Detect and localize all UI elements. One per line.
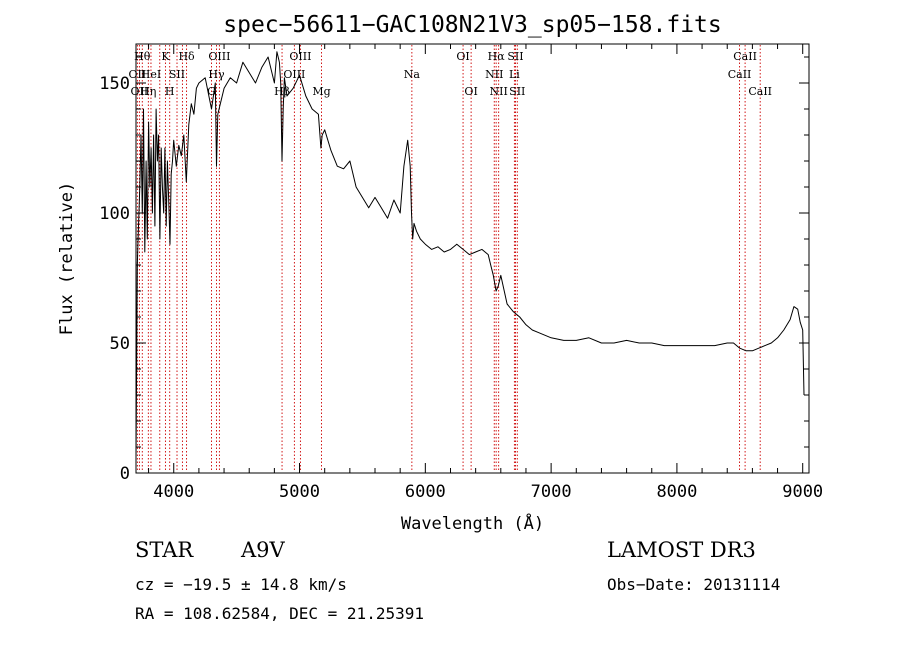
spectral-line-label: CaII: [728, 68, 752, 81]
spectral-line-label: Hθ: [134, 50, 151, 63]
spectral-subclass: A9V: [241, 538, 285, 562]
spectral-line-label: CaII: [733, 50, 757, 63]
spectral-line-label: Li: [509, 68, 520, 81]
y-axis-label: Flux (relative): [57, 182, 77, 336]
spectral-line-label: SII: [169, 68, 185, 81]
spectral-line-label: G: [207, 85, 216, 98]
x-axis-label: Wavelength (Å): [401, 512, 544, 534]
x-tick-label: 8000: [656, 482, 697, 502]
spectral-line-label: K: [161, 50, 170, 63]
x-tick-label: 9000: [782, 482, 823, 502]
spectral-line-label: OIII: [208, 50, 230, 63]
spectral-line-label: CaII: [748, 85, 772, 98]
spectral-line-label: Hη: [140, 85, 156, 98]
x-tick-label: 6000: [405, 482, 446, 502]
spectral-line-label: Hα: [488, 50, 506, 63]
object-class: STAR: [135, 538, 194, 562]
observation-date: Obs−Date: 20131114: [607, 575, 781, 594]
spectral-line-label: NII: [485, 68, 503, 81]
spectral-line-label: OII: [129, 68, 147, 81]
y-tick-label: 150: [99, 74, 130, 94]
spectral-line-label: OI: [464, 85, 477, 98]
spectral-line-label: SII: [509, 85, 525, 98]
x-tick-label: 7000: [531, 482, 572, 502]
y-tick-label: 0: [120, 464, 130, 484]
y-tick-label: 100: [99, 204, 130, 224]
spectral-line-label: Hγ: [208, 68, 225, 81]
spectral-line-label: NII: [490, 85, 508, 98]
spectral-line-label: OIII: [283, 68, 305, 81]
spectral-line-label: H: [165, 85, 175, 98]
chart-title: spec−56611−GAC108N21V3_sp05−158.fits: [223, 12, 722, 38]
x-tick-label: 4000: [153, 482, 194, 502]
spectral-line-label: Hβ: [274, 85, 290, 98]
coordinates: RA = 108.62584, DEC = 21.25391: [135, 604, 424, 623]
spectral-line-label: Na: [404, 68, 421, 81]
spectrum-line: [135, 51, 805, 461]
x-tick-label: 5000: [279, 482, 320, 502]
redshift-velocity: cz = −19.5 ± 14.8 km/s: [135, 575, 347, 594]
plot-frame: [135, 43, 810, 474]
y-tick-label: 50: [110, 334, 130, 354]
spectral-line-label: HeI: [141, 68, 161, 81]
spectral-line-label: OII: [131, 85, 149, 98]
spectral-line-label: Mg: [312, 85, 330, 98]
survey-name: LAMOST DR3: [607, 538, 756, 562]
spectral-line-label: SII: [507, 50, 523, 63]
spectral-line-label: OI: [456, 50, 469, 63]
spectral-line-label: OIII: [289, 50, 311, 63]
spectral-line-label: Hδ: [178, 50, 195, 63]
